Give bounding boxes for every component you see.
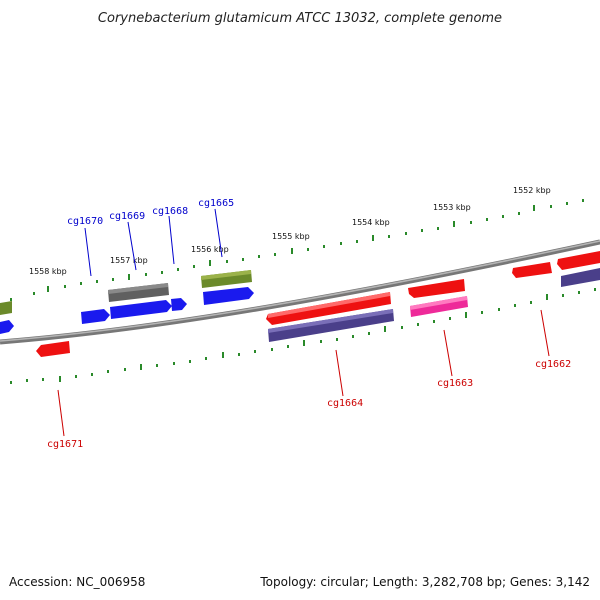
gene-label-cg1663[interactable]: cg1663: [437, 378, 473, 389]
gene-blue-cg1668[interactable]: [171, 298, 187, 311]
ruler-label-1552: 1552 kbp: [513, 186, 551, 195]
bottom-ruler-ticks: [10, 288, 596, 384]
gene-label-cg1670[interactable]: cg1670: [67, 216, 103, 227]
top-ruler-ticks: [10, 199, 584, 301]
gene-label-cg1665[interactable]: cg1665: [198, 198, 234, 209]
gene-red-upper-3[interactable]: [557, 251, 600, 270]
ruler-label-1558: 1558 kbp: [29, 267, 67, 276]
gene-purple-right[interactable]: [561, 268, 600, 287]
gene-label-cg1671[interactable]: cg1671: [47, 439, 83, 450]
gene-red-upper-2[interactable]: [512, 262, 552, 278]
ruler-label-1554: 1554 kbp: [352, 218, 390, 227]
ruler-labels: 1552 kbp 1553 kbp 1554 kbp 1555 kbp 1556…: [29, 186, 551, 276]
gene-label-cg1664[interactable]: cg1664: [327, 398, 363, 409]
gene-labels: cg1670 cg1669 cg1668 cg1665 cg1671 cg166…: [47, 198, 571, 450]
gene-blue-cg1665[interactable]: [203, 287, 254, 305]
map-title: Corynebacterium glutamicum ATCC 13032, c…: [98, 11, 502, 26]
ruler-label-1556: 1556 kbp: [191, 245, 229, 254]
lower-gene-lane: [36, 309, 394, 357]
gene-olive-left[interactable]: [0, 301, 12, 315]
genome-backbone-highlight: [0, 240, 600, 342]
gene-label-cg1668[interactable]: cg1668: [152, 206, 188, 217]
gene-blue-left[interactable]: [0, 320, 14, 334]
accession-text: Accession: NC_006958: [9, 575, 145, 589]
gene-blue-cg1669[interactable]: [110, 300, 172, 319]
label-leaders: [57, 208, 550, 437]
ruler-label-1557: 1557 kbp: [110, 256, 148, 265]
genome-summary-text: Topology: circular; Length: 3,282,708 bp…: [259, 575, 590, 589]
ruler-label-1555: 1555 kbp: [272, 232, 310, 241]
upper-gene-lane: [0, 251, 600, 315]
gene-red-cg1671[interactable]: [36, 341, 70, 357]
ruler-label-1553: 1553 kbp: [433, 203, 471, 212]
middle-gene-lane: [0, 268, 600, 334]
gene-red-upper-1[interactable]: [408, 279, 465, 298]
gene-label-cg1662[interactable]: cg1662: [535, 359, 571, 370]
gene-label-cg1669[interactable]: cg1669: [109, 211, 145, 222]
gene-blue-cg1670[interactable]: [81, 309, 110, 324]
genome-backbone: [0, 239, 600, 345]
